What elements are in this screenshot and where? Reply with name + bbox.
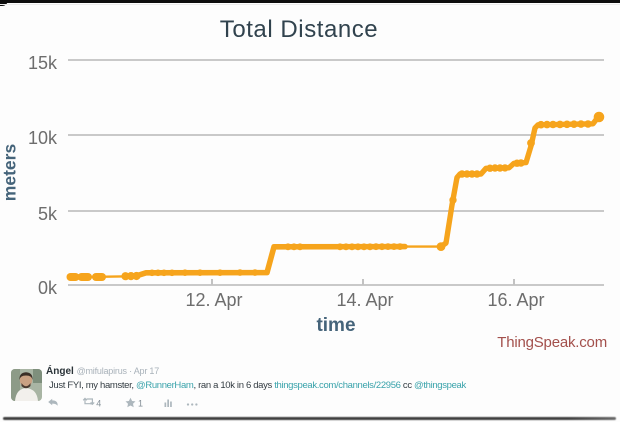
svg-text:1: 1 [138, 398, 143, 408]
svg-text:4: 4 [96, 398, 101, 408]
